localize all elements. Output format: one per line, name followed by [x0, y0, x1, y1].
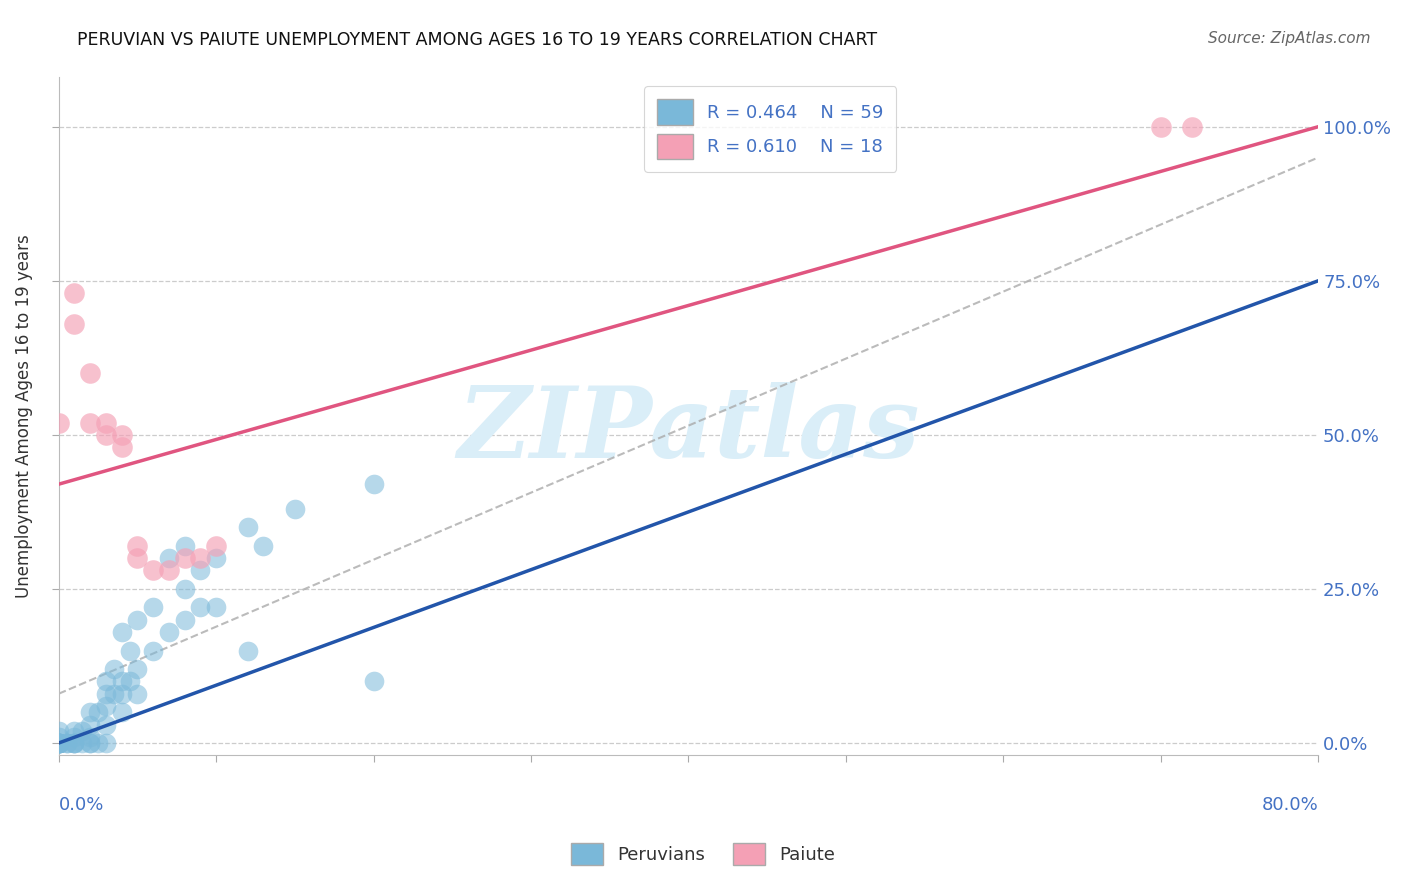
Point: [79, 717, 101, 731]
Point: [1150, 120, 1173, 134]
Point: [94, 674, 117, 689]
Point: [79, 736, 101, 750]
Point: [127, 551, 149, 566]
Point: [79, 416, 101, 430]
Point: [48, 736, 70, 750]
Point: [48, 736, 70, 750]
Point: [103, 687, 125, 701]
Point: [72, 736, 94, 750]
Point: [94, 736, 117, 750]
Point: [118, 643, 141, 657]
Point: [79, 705, 101, 719]
Y-axis label: Unemployment Among Ages 16 to 19 years: Unemployment Among Ages 16 to 19 years: [15, 235, 32, 599]
Point: [142, 564, 165, 578]
Point: [173, 582, 195, 596]
Point: [236, 643, 259, 657]
Point: [63, 736, 86, 750]
Point: [205, 539, 228, 553]
Point: [48, 736, 70, 750]
Point: [94, 687, 117, 701]
Legend: Peruvians, Paiute: Peruvians, Paiute: [564, 836, 842, 872]
Point: [1181, 120, 1204, 134]
Point: [63, 736, 86, 750]
Point: [87, 736, 110, 750]
Point: [63, 736, 86, 750]
Point: [127, 687, 149, 701]
Point: [236, 520, 259, 534]
Point: [94, 699, 117, 714]
Point: [173, 539, 195, 553]
Point: [94, 428, 117, 442]
Point: [111, 674, 134, 689]
Point: [127, 539, 149, 553]
Point: [157, 551, 180, 566]
Point: [48, 736, 70, 750]
Text: PERUVIAN VS PAIUTE UNEMPLOYMENT AMONG AGES 16 TO 19 YEARS CORRELATION CHART: PERUVIAN VS PAIUTE UNEMPLOYMENT AMONG AG…: [77, 31, 877, 49]
Point: [111, 705, 134, 719]
Point: [205, 551, 228, 566]
Point: [252, 539, 274, 553]
Point: [94, 717, 117, 731]
Point: [55, 736, 77, 750]
Point: [111, 687, 134, 701]
Point: [55, 736, 77, 750]
Point: [48, 736, 70, 750]
Point: [87, 705, 110, 719]
Point: [48, 736, 70, 750]
Point: [363, 477, 385, 491]
Point: [190, 551, 212, 566]
Point: [127, 613, 149, 627]
Text: Source: ZipAtlas.com: Source: ZipAtlas.com: [1208, 31, 1371, 46]
Point: [63, 286, 86, 301]
Point: [94, 416, 117, 430]
Point: [142, 600, 165, 615]
Legend: R = 0.464    N = 59, R = 0.610    N = 18: R = 0.464 N = 59, R = 0.610 N = 18: [644, 87, 897, 172]
Point: [111, 428, 134, 442]
Point: [363, 674, 385, 689]
Point: [142, 643, 165, 657]
Point: [48, 416, 70, 430]
Point: [48, 730, 70, 744]
Point: [190, 600, 212, 615]
Point: [284, 501, 307, 516]
Text: 0.0%: 0.0%: [59, 796, 104, 814]
Point: [157, 564, 180, 578]
Point: [111, 625, 134, 640]
Point: [111, 440, 134, 454]
Point: [79, 366, 101, 380]
Point: [173, 551, 195, 566]
Point: [63, 723, 86, 738]
Point: [103, 662, 125, 676]
Point: [79, 730, 101, 744]
Point: [48, 736, 70, 750]
Point: [205, 600, 228, 615]
Point: [118, 674, 141, 689]
Point: [48, 736, 70, 750]
Point: [63, 317, 86, 331]
Point: [79, 736, 101, 750]
Point: [127, 662, 149, 676]
Text: ZIPatlas: ZIPatlas: [457, 382, 920, 478]
Point: [48, 723, 70, 738]
Point: [190, 564, 212, 578]
Text: 80.0%: 80.0%: [1261, 796, 1319, 814]
Point: [63, 730, 86, 744]
Point: [72, 723, 94, 738]
Point: [157, 625, 180, 640]
Point: [173, 613, 195, 627]
